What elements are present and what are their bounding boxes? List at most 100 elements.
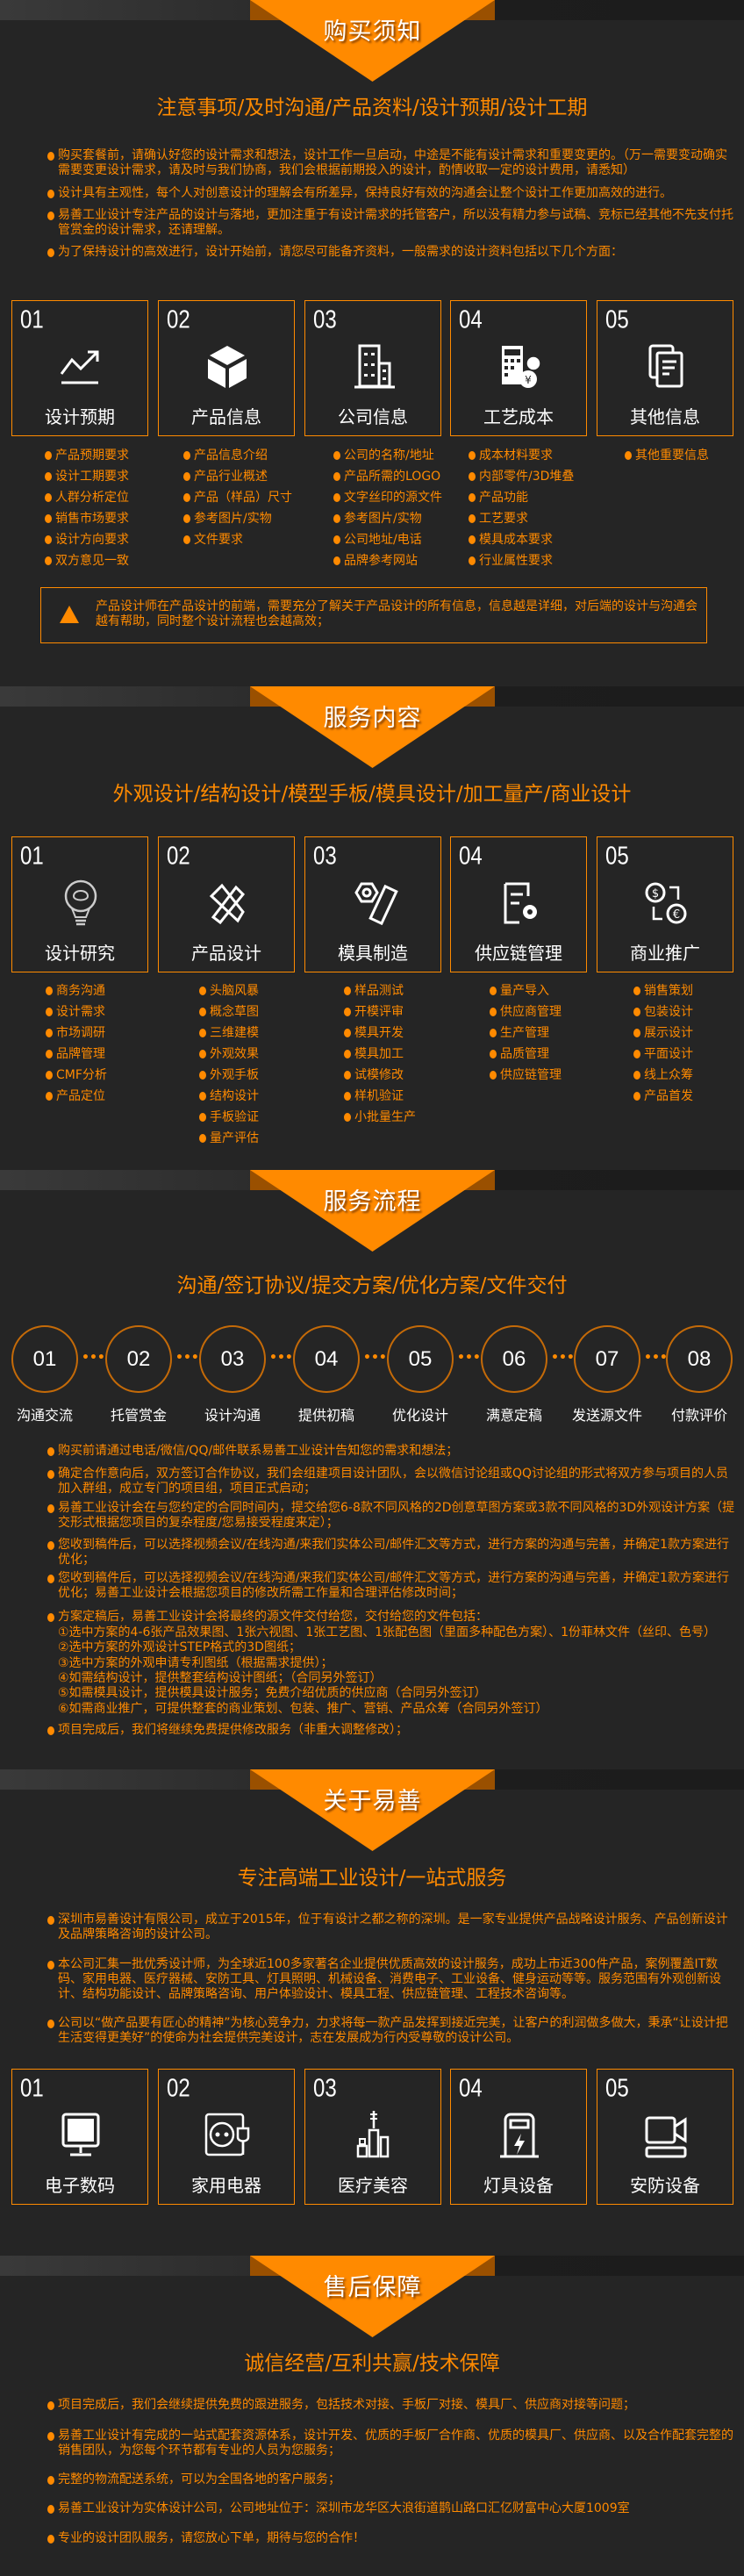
process-step-label: 满意定稿: [485, 1407, 542, 1424]
list-item: 品牌参考网站: [333, 554, 418, 568]
process-step-circle: 04: [293, 1325, 360, 1393]
list-item: 产品信息介绍: [183, 448, 268, 463]
section-subtitle: 专注高端工业设计/一站式服务: [237, 1867, 507, 1890]
banner-triangle: [250, 2256, 495, 2337]
list-item: 品牌管理: [46, 1047, 105, 1061]
currency-exchange-icon: $€: [645, 882, 687, 924]
list-item: 模具开发: [344, 1026, 404, 1040]
list-item: 文字丝印的源文件: [333, 491, 442, 505]
list-item: 三维建模: [199, 1026, 259, 1040]
bullet-item: 易善工业设计会在与您约定的合同时间内，提交给您6-8款不同风格的2D创意草图方案…: [47, 1501, 739, 1531]
card-label: 模具制造: [338, 943, 408, 964]
bullet-item: 易善工业设计有完成的一站式配套资源体系，设计开发、优质的手板厂合作商、优质的模具…: [47, 2429, 739, 2458]
list-item: 产品行业概述: [183, 470, 268, 484]
list-item: 量产导入: [490, 984, 549, 998]
list-item: 产品功能: [469, 491, 528, 505]
card-number: 01: [20, 842, 44, 871]
card-number: 03: [313, 305, 337, 334]
section-subtitle: 沟通/签订协议/提交方案/优化方案/文件交付: [176, 1274, 568, 1297]
bullet-item: 为了保持设计的高效进行，设计开始前，请您尽可能备齐资料，一般需求的设计资料包括以…: [47, 245, 739, 260]
category-card: 05 安防设备: [597, 2069, 733, 2205]
list-item: 参考图片/实物: [333, 512, 422, 526]
list-item: 设计方向要求: [45, 533, 129, 547]
bullet-item: 购买前请通过电话/微信/QQ/邮件联系易善工业设计告知您的需求和想法；: [47, 1444, 739, 1459]
nut-bolt-icon: [354, 882, 398, 926]
card-number: 03: [313, 2074, 337, 2103]
card-number: 05: [605, 842, 629, 871]
list-item: 产品定位: [46, 1089, 105, 1103]
section-banner-title: 关于易善: [323, 1788, 422, 1815]
card-label: 工艺成本: [483, 406, 554, 427]
cube-icon: [208, 346, 247, 388]
card-number: 02: [167, 842, 190, 871]
list-item: 外观效果: [199, 1047, 259, 1061]
deliverable-line: ⑤如需模具设计，提供模具设计服务；免费介绍优质的供应商（合同另外签订）: [58, 1686, 487, 1701]
bullet-item: 设计具有主观性，每个人对创意设计的理解会有所差异，保持良好有效的沟通会让整个设计…: [47, 186, 739, 201]
process-step-circle: 06: [481, 1325, 547, 1393]
card-label: 其他信息: [630, 406, 700, 427]
process-step-circle: 02: [105, 1325, 172, 1393]
list-item: 样品测试: [344, 984, 404, 998]
process-step-circle: 07: [574, 1325, 640, 1393]
list-item: 试模修改: [344, 1068, 404, 1082]
card-number: 04: [459, 305, 483, 334]
deliverable-line: ①选中方案的4-6张产品效果图、1张六视图、1张工艺图、1张配色图（里面多种配色…: [58, 1625, 717, 1640]
list-item: 模具成本要求: [469, 533, 553, 547]
cosmetics-icon: [356, 2111, 390, 2158]
section-banner-title: 购买须知: [323, 18, 422, 46]
list-item: 设计需求: [46, 1005, 105, 1019]
document-gear-icon: [504, 882, 537, 924]
list-item: 手板验证: [199, 1110, 259, 1124]
monitor-icon: [61, 2113, 100, 2156]
step-connector-dots: •••: [175, 1351, 199, 1365]
list-item: 头脑风暴: [199, 984, 259, 998]
card-number: 05: [605, 2074, 629, 2103]
list-item: 量产评估: [199, 1131, 259, 1145]
list-item: 生产管理: [490, 1026, 549, 1040]
step-connector-dots: •••: [457, 1351, 481, 1365]
list-item: 产品（样品）尺寸: [183, 491, 292, 505]
deliverable-line: ②选中方案的外观设计STEP格式的3D图纸；: [58, 1640, 301, 1655]
bullet-item: 方案定稿后，易善工业设计会将最终的源文件交付给您，交付给您的文件包括：: [47, 1610, 739, 1625]
section-banner-title: 售后保障: [323, 2274, 422, 2301]
list-item: 概念草图: [199, 1005, 259, 1019]
banner-triangle: [250, 1170, 495, 1252]
card-number: 03: [313, 842, 337, 871]
list-item: 设计工期要求: [45, 470, 129, 484]
card-label: 公司信息: [338, 406, 408, 427]
step-connector-dots: •••: [551, 1351, 575, 1365]
bullet-item: 公司以“做产品要有匠心的精神”为核心竞争力，力求将每一款产品发挥到接近完美，让客…: [47, 2016, 739, 2046]
card-label: 设计预期: [45, 406, 115, 427]
category-card: 02 家用电器: [158, 2069, 295, 2205]
category-card: 04 供应链管理: [450, 836, 587, 972]
card-label: 家用电器: [191, 2175, 261, 2196]
card-number: 02: [167, 305, 190, 334]
card-number: 04: [459, 2074, 483, 2103]
bullet-item: 完整的物流配送系统，可以为全国各地的客户服务；: [47, 2472, 739, 2487]
deliverable-line: ④如需结构设计，提供整套结构设计图纸；（合同另外签订）: [58, 1670, 383, 1685]
list-item: 销售策划: [633, 984, 693, 998]
list-item: 品质管理: [490, 1047, 549, 1061]
category-card: 05 其他信息: [597, 300, 733, 436]
step-connector-dots: •••: [82, 1351, 105, 1365]
deliverable-line: ⑥如需商业推广，可提供整套的商业策划、包装、推广、营销、产品众筹（合同另外签订）: [58, 1701, 548, 1716]
list-item: 文件要求: [183, 533, 243, 547]
category-card: 03 模具制造: [304, 836, 441, 972]
list-item: 线上众筹: [633, 1068, 693, 1082]
process-step-circle: 03: [199, 1325, 266, 1393]
bullet-item: 本公司汇集一批优秀设计师，为全球近100多家著名企业提供优质高效的设计服务，成功…: [47, 1957, 739, 2002]
bullet-item: 项目完成后，我们将继续免费提供修改服务（非重大调整修改）；: [47, 1723, 739, 1738]
calculator-estimate-icon: ¥: [502, 346, 541, 388]
category-card: 01 设计研究: [11, 836, 148, 972]
list-item: 行业属性要求: [469, 554, 553, 568]
bullet-item: 确定合作意向后，双方签订合作协议，我们会组建项目设计团队，会以微信讨论组或QQ讨…: [47, 1467, 739, 1496]
process-step-label: 发送源文件: [571, 1407, 642, 1424]
card-number: 05: [605, 305, 629, 334]
list-item: 内部零件/3D堆叠: [469, 470, 574, 484]
card-label: 灯具设备: [483, 2175, 554, 2196]
brain-bulb-icon: [64, 879, 97, 926]
list-item: 产品所需的LOGO: [333, 470, 440, 484]
list-item: 外观手板: [199, 1068, 259, 1082]
bullet-item: 易善工业设计为实体设计公司，公司地址位于：深圳市龙华区大浪街道鹊山路口汇亿财富中…: [47, 2501, 739, 2516]
category-card: 01 电子数码: [11, 2069, 148, 2205]
